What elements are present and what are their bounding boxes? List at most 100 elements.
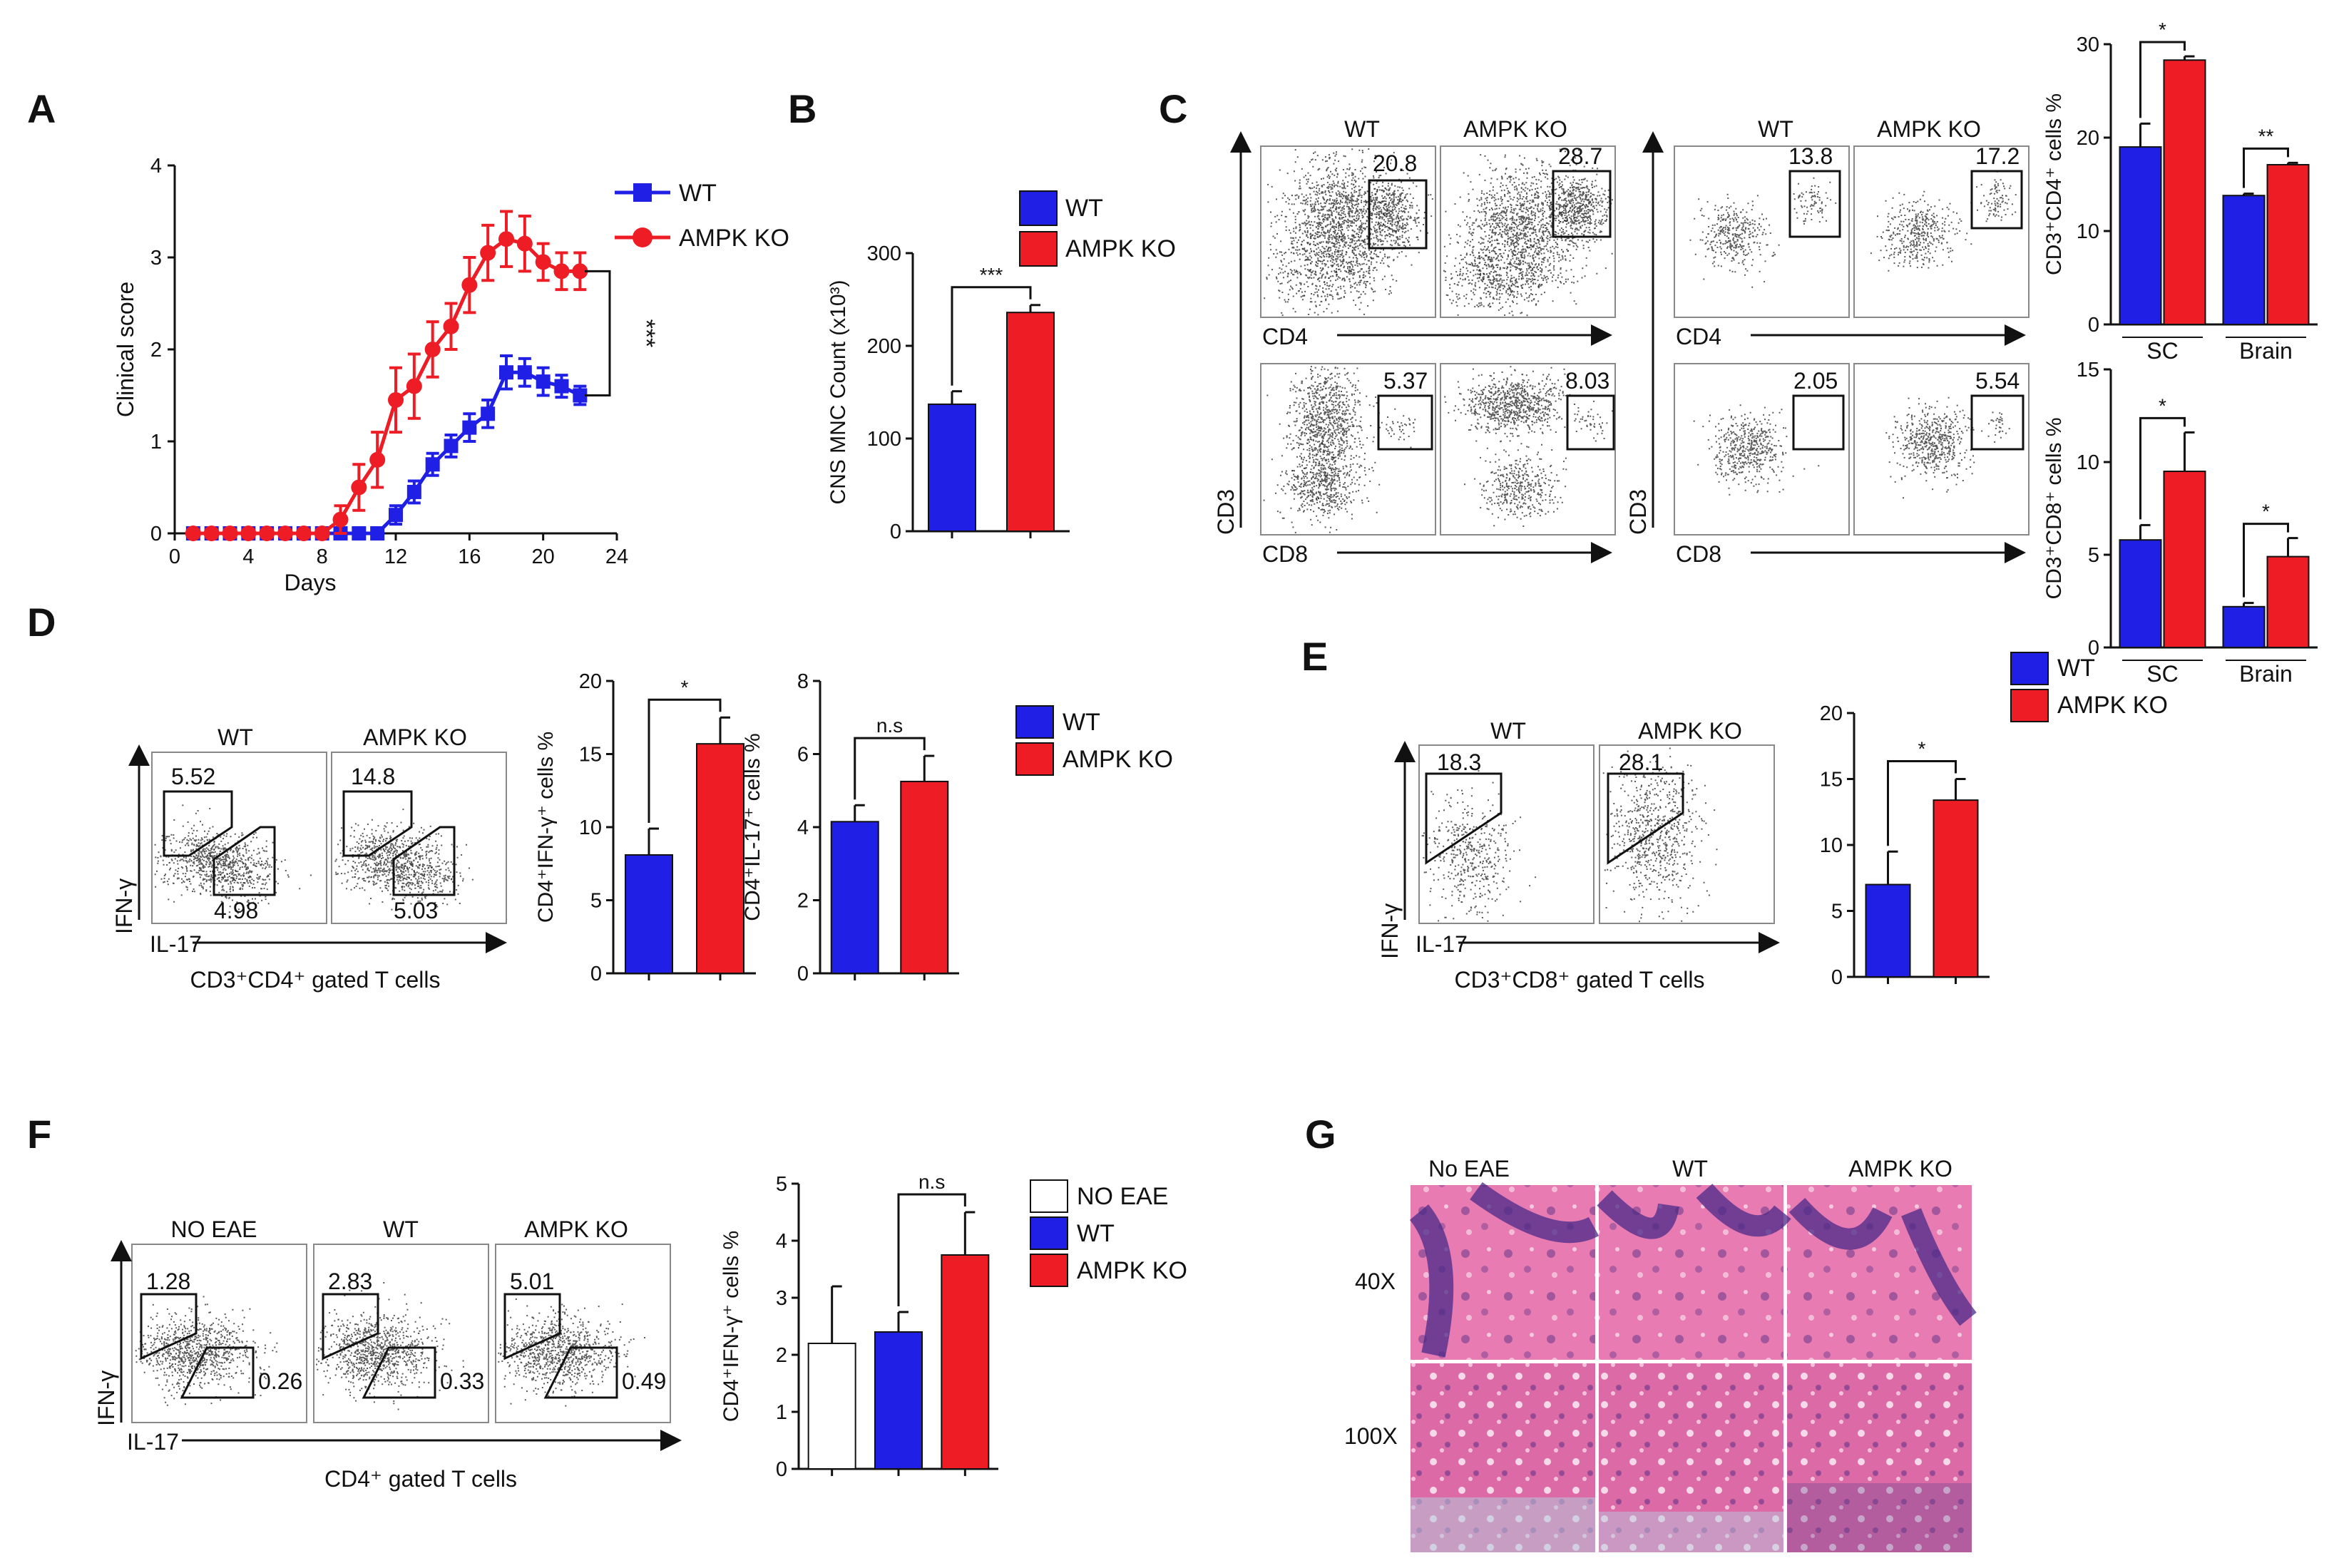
histo-bottom-2 (1599, 1512, 1783, 1552)
a-line-ko (193, 237, 580, 536)
histo-col-1: No EAE (1428, 1156, 1510, 1182)
e1-y-tick-label: 15 (1820, 769, 1843, 791)
facs-f-upper-2: 2.83 (328, 1269, 372, 1294)
f1-bar-wt (874, 1331, 923, 1470)
c2-group-label: Brain (2239, 661, 2293, 687)
legend-b-ko-label: AMPK KO (1065, 235, 1176, 262)
c2-sig-label: * (2262, 501, 2270, 523)
a-point-wt (425, 457, 440, 472)
c2-y-tick-label: 15 (2077, 359, 2099, 381)
b-y-label: CNS MNC Count (x10³) (826, 280, 850, 504)
legend-f-ko-swatch (1030, 1254, 1068, 1287)
facs-dots (1444, 366, 1599, 449)
a-x-label: Days (285, 570, 337, 595)
c1-y-label: CD3⁺CD4⁺ cells % (2042, 93, 2066, 275)
facs-e-ylabel: IFN-γ (1377, 903, 1403, 959)
a-point-ko (572, 263, 588, 280)
facs-f-col-2: WT (383, 1216, 419, 1242)
facs-c-val-6: 8.03 (1565, 368, 1609, 394)
f1-y-tick-label: 2 (776, 1344, 787, 1367)
legend-d-ko-label: AMPK KO (1063, 746, 1173, 773)
e1-y-tick-label: 5 (1831, 901, 1843, 923)
b-sig-label: *** (980, 264, 1003, 286)
facs-dots (1360, 167, 1433, 268)
facs-e-plot-2 (1599, 744, 1775, 924)
facs-c-col-3: WT (1758, 116, 1793, 142)
facs-f-gate-2a (322, 1293, 379, 1361)
facs-dots (1693, 404, 1820, 496)
facs-f-ylabel: IFN-γ (93, 1370, 119, 1426)
facs-c-gate-1 (1368, 179, 1428, 250)
facs-c-xlabel-2: CD4 (1676, 324, 1721, 349)
histo-bottom-1 (1411, 1497, 1595, 1552)
facs-dots (1689, 193, 1780, 288)
d1-bar-ampk-ko (696, 743, 744, 975)
d1-y-tick-label: 10 (579, 816, 602, 839)
facs-d-lower-2: 5.03 (394, 898, 438, 923)
a-point-wt (517, 365, 532, 380)
histology-g: No EAE WT AMPK KO 40X 100X (1344, 1156, 1977, 1552)
c2-sig-label: * (2159, 394, 2166, 416)
facs-d-ylabel: IFN-γ (111, 878, 137, 934)
legend-f-wt-label: WT (1077, 1220, 1115, 1247)
a-y-tick-label: 1 (150, 431, 162, 454)
a-point-ko (424, 342, 441, 357)
a-point-wt (370, 526, 385, 540)
a-point-wt (536, 374, 551, 389)
facs-f-caption: CD4⁺ gated T cells (324, 1466, 517, 1492)
a-x-tick-label: 16 (458, 545, 481, 568)
a-point-ko (553, 263, 570, 280)
facs-d-col-1: WT (217, 724, 253, 750)
a-point-ko (203, 526, 220, 541)
d1-sig-label: * (681, 676, 689, 698)
b-bar-ampk-ko (1006, 312, 1055, 532)
c2-bar-ampk-ko (2266, 555, 2310, 648)
a-x-tick-label: 4 (242, 545, 254, 568)
legend-e: WT AMPK KO (2010, 652, 2168, 722)
facs-c-dot-clouds (1263, 148, 2017, 533)
a-y-tick-label: 3 (150, 247, 162, 270)
d2-bar-ampk-ko (900, 780, 949, 974)
e1-bar-ampk-ko (1933, 799, 1979, 978)
facs-c-col-2: AMPK KO (1463, 116, 1567, 142)
b-sig-bracket (951, 286, 1032, 386)
a-point-ko (240, 526, 257, 541)
a-point-ko (314, 526, 330, 541)
c1-y-tick-label: 0 (2088, 314, 2099, 337)
f1-y-tick-label: 3 (776, 1287, 787, 1310)
d2-bar-wt (830, 821, 879, 974)
a-point-wt (573, 388, 588, 403)
facs-c-gate-8 (1970, 394, 2025, 451)
f1-y-tick-label: 0 (776, 1458, 787, 1481)
d2-y-label: CD4⁺IL-17⁺ cells % (741, 733, 764, 921)
c2-sig-bracket (2139, 416, 2186, 520)
facs-c-ylabel-2: CD3 (1625, 489, 1651, 535)
f1-y-tick-label: 1 (776, 1401, 787, 1424)
facs-dots (1266, 366, 1383, 512)
facs-c-xlabel-3: CD8 (1262, 541, 1308, 567)
facs-f-dot-clouds (135, 1282, 645, 1410)
facs-c-val-4: 17.2 (1975, 143, 2020, 169)
c1-sig-label: * (2159, 19, 2166, 41)
c1-bar-ampk-ko (2266, 163, 2310, 325)
a-point-ko (369, 451, 386, 468)
a-line-wt (193, 370, 581, 536)
a-point-ko (351, 479, 367, 496)
c2-y-tick-label: 10 (2077, 451, 2099, 474)
facs-c: WT AMPK KO WT AMPK KO 20.8 28.7 13.8 17.… (1213, 116, 2030, 567)
c2-sig-bracket (2243, 523, 2289, 598)
chart-d-ifng: 0 5 10 15 20 CD4⁺IFN-γ⁺ cells % * (534, 670, 756, 985)
legend-b-wt-swatch (1019, 190, 1058, 226)
facs-e-upper-1: 18.3 (1437, 749, 1481, 775)
a-point-ko (295, 526, 312, 541)
a-x-tick-label: 24 (605, 545, 628, 568)
a-y-label: Clinical score (113, 282, 138, 417)
histo-folia-6 (1901, 1208, 1977, 1326)
legend-a-ko-marker (633, 227, 652, 247)
b-y-tick-label: 100 (867, 428, 901, 451)
legend-d-wt-label: WT (1063, 709, 1100, 736)
f1-sig-bracket (897, 1193, 966, 1306)
facs-c-val-8: 5.54 (1975, 368, 2020, 394)
a-sig-label: *** (633, 319, 660, 348)
